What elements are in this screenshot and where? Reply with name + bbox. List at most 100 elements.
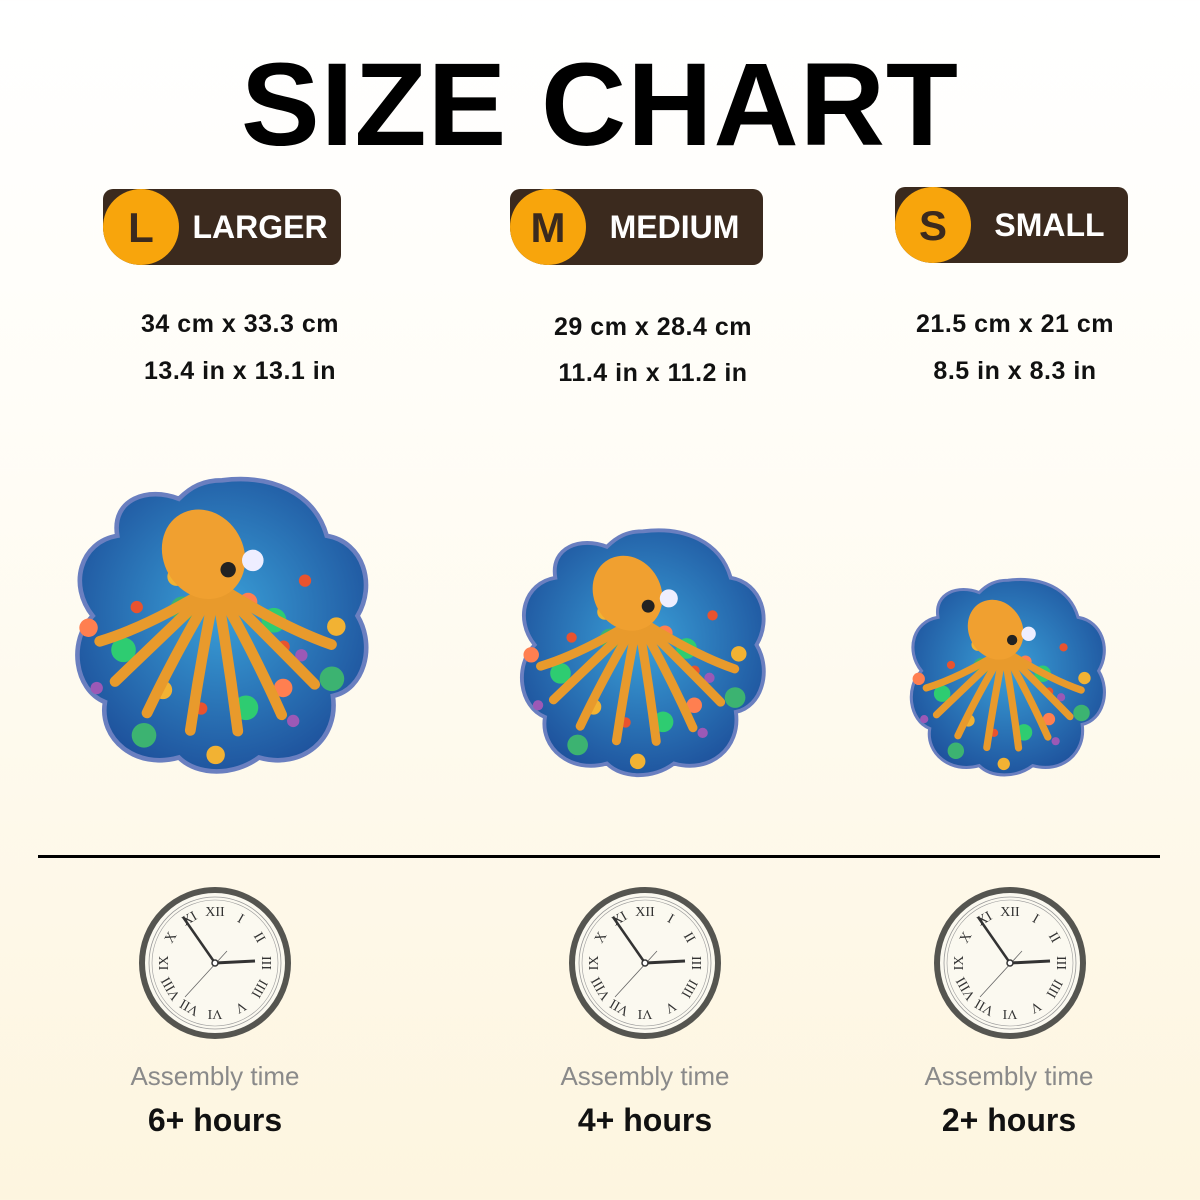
hour-hand [214, 959, 256, 965]
coral [295, 649, 308, 662]
clock-numeral: XII [635, 905, 655, 920]
octopus-puzzle-image-small [909, 577, 1106, 777]
clock-numeral: VI [207, 1006, 222, 1021]
size-badge-medium: M MEDIUM [510, 189, 763, 265]
coral [327, 617, 346, 636]
minute-hand [611, 916, 647, 964]
bubble [242, 549, 264, 572]
clock-numeral: I [1029, 912, 1041, 927]
dimension-cm: 34 cm x 33.3 cm [141, 310, 339, 338]
minute-hand [181, 916, 217, 964]
coral [298, 574, 312, 587]
coral [686, 697, 703, 713]
coral [90, 681, 103, 695]
eye [220, 561, 236, 578]
clock-numeral: XI [180, 909, 201, 930]
coral [1078, 671, 1091, 685]
clock-numeral: III [1053, 956, 1068, 970]
coral [1056, 693, 1066, 702]
tentacle [633, 614, 698, 733]
coral [131, 722, 157, 748]
clock-numeral: XII [1000, 905, 1020, 920]
clock-numeral: IX [157, 956, 172, 971]
size-letter: S [895, 187, 971, 263]
coral [1042, 712, 1056, 726]
size-label: MEDIUM [609, 209, 740, 245]
coral [1073, 704, 1090, 722]
clock-numeral: III [688, 956, 703, 970]
divider [38, 855, 1160, 858]
eye [1006, 634, 1018, 646]
coral [550, 663, 571, 684]
assembly-time-label: Assembly time [924, 1061, 1094, 1091]
clock-numeral: XI [975, 909, 996, 930]
clock-numeral: XI [610, 909, 631, 930]
hour-hand [644, 959, 686, 965]
octopus-head [967, 599, 1024, 660]
coral [130, 600, 143, 614]
clock-numeral: XII [205, 905, 225, 920]
second-hand [184, 950, 228, 998]
dimension-cm: 29 cm x 28.4 cm [554, 313, 752, 341]
assembly-hours: 2+ hours [941, 1102, 1077, 1138]
coral [946, 660, 956, 670]
coral [920, 715, 929, 724]
eye [641, 599, 655, 613]
assembly-hours: 6+ hours [147, 1102, 283, 1138]
coral [697, 727, 708, 739]
size-letter: M [510, 189, 586, 265]
octopus-puzzle-image-medium [519, 528, 766, 777]
assembly-time-label: Assembly time [130, 1061, 300, 1091]
size-label: LARGER [192, 209, 328, 245]
octopus-head [161, 509, 246, 599]
coral [206, 745, 225, 765]
size-letter: L [103, 189, 179, 265]
coral [566, 632, 577, 643]
hour-hand [1009, 959, 1051, 965]
octopus-head [592, 555, 663, 631]
assembly-time-label: Assembly time [560, 1061, 730, 1091]
coral [523, 647, 539, 663]
tentacle [210, 579, 244, 737]
coral [287, 714, 300, 728]
tentacle [633, 614, 661, 746]
page-title: SIZE CHART [241, 39, 959, 171]
assembly-hours: 4+ hours [577, 1102, 713, 1138]
size-badge-small: S SMALL [895, 187, 1128, 263]
clock-numeral: I [234, 912, 246, 927]
clock-numeral: I [664, 912, 676, 927]
bubble [659, 589, 678, 608]
coral [707, 610, 718, 621]
bubble [1021, 626, 1036, 642]
coral [319, 666, 345, 692]
coral [704, 672, 715, 683]
tentacle [611, 614, 643, 746]
clock-numeral: VI [1002, 1006, 1017, 1021]
coral [997, 757, 1010, 771]
clock-numeral: IX [587, 956, 602, 971]
clock-numeral: IX [952, 956, 967, 971]
clock-numeral: VI [637, 1006, 652, 1021]
coral [79, 618, 98, 637]
clock-numeral: III [258, 956, 273, 970]
coral [532, 700, 544, 711]
coral [1059, 643, 1068, 652]
coral [933, 685, 951, 702]
coral [1051, 737, 1060, 746]
coral [731, 646, 747, 662]
second-hand [614, 950, 658, 998]
dimension-in: 13.4 in x 13.1 in [144, 357, 336, 385]
minute-hand [976, 916, 1012, 964]
second-hand [979, 950, 1023, 998]
coral [567, 734, 588, 756]
dimension-cm: 21.5 cm x 21 cm [916, 310, 1114, 338]
tentacle [184, 579, 222, 736]
octopus-puzzle-image-large [75, 476, 369, 774]
coral [947, 742, 965, 760]
tentacle [210, 579, 288, 721]
coral [724, 687, 746, 708]
size-badge-large: L LARGER [103, 189, 341, 265]
